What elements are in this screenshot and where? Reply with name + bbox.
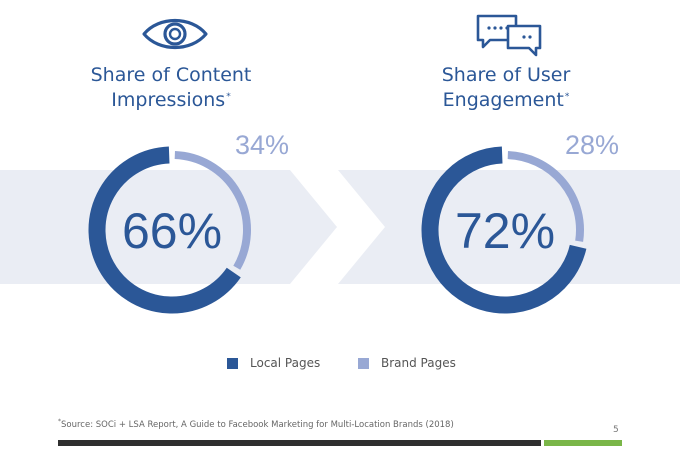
footnote-mark: * — [58, 418, 61, 425]
legend-local-swatch — [227, 357, 238, 369]
chart-1-slice-local — [88, 146, 241, 314]
chart-1-slice-brand — [174, 151, 251, 270]
chart-2-title: Share of User Engagement* — [376, 63, 636, 113]
chart-2-slice-local — [421, 146, 587, 314]
chart-1-outer-label: 34% — [235, 130, 289, 160]
chart-1-center-label: 66% — [122, 203, 222, 259]
legend-brand-label: Brand Pages — [381, 356, 456, 370]
band-left — [0, 170, 337, 284]
footer-bar-dark — [58, 440, 541, 446]
chart-2-outer-label: 28% — [565, 130, 619, 160]
chat-bubbles-icon — [476, 14, 542, 57]
page-number: 5 — [613, 425, 619, 435]
legend-local-label: Local Pages — [250, 356, 321, 370]
chart-2-title-mark: * — [564, 92, 570, 102]
chart-1-title: Share of Content Impressions* — [41, 63, 301, 113]
band-right — [338, 170, 680, 284]
eye-icon — [142, 19, 208, 49]
legend-brand: Brand Pages — [358, 356, 456, 370]
chart-2-center-label: 72% — [455, 203, 555, 259]
chart-1-title-line1: Share of Content — [90, 64, 252, 86]
chart-2-title-line1: Share of User — [441, 64, 571, 86]
legend-brand-swatch — [358, 357, 369, 369]
chart-2-slice-brand — [507, 151, 584, 242]
footer-bar-green — [544, 440, 622, 446]
chart-1-title-mark: * — [226, 92, 231, 102]
legend-local: Local Pages — [227, 356, 320, 370]
chart-2-title-line2: Engagement — [442, 89, 564, 111]
footnote-text: Source: SOCi + LSA Report, A Guide to Fa… — [61, 419, 454, 430]
chart-1-title-line2: Impressions — [111, 89, 226, 111]
source-footnote: *Source: SOCi + LSA Report, A Guide to F… — [58, 418, 454, 430]
